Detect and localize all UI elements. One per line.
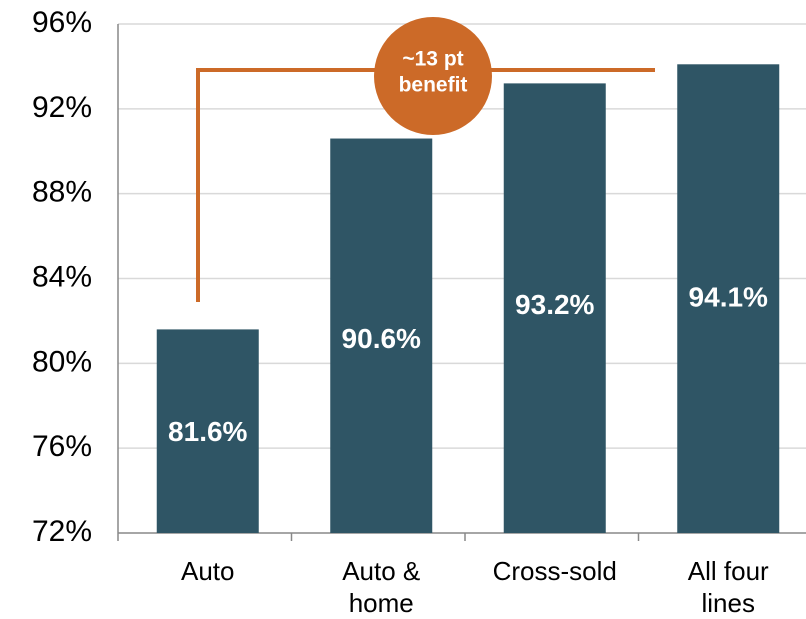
- y-tick-label: 76%: [32, 430, 92, 463]
- y-tick-label: 88%: [32, 176, 92, 209]
- value-label: 90.6%: [342, 323, 421, 354]
- benefit-bracket: [196, 68, 655, 302]
- value-label: 93.2%: [515, 289, 594, 320]
- x-tick-label: Auto: [181, 556, 235, 586]
- benefit-badge: [374, 17, 492, 135]
- value-label: 81.6%: [168, 416, 247, 447]
- y-tick-label: 96%: [32, 6, 92, 39]
- x-tick-label: All four lines: [687, 556, 769, 618]
- annotation: benefit: [399, 74, 468, 97]
- bar: [330, 138, 433, 533]
- x-tick-label: Cross-sold: [492, 556, 617, 586]
- value-label: 94.1%: [689, 282, 768, 313]
- x-tick-label: Auto & home: [342, 556, 421, 618]
- y-tick-label: 80%: [32, 345, 92, 378]
- annotation: ~13 pt: [402, 48, 463, 71]
- bar: [156, 329, 259, 533]
- y-tick-label: 84%: [32, 260, 92, 293]
- y-tick-label: 92%: [32, 91, 92, 124]
- bar: [503, 83, 606, 533]
- y-tick-label: 72%: [32, 515, 92, 548]
- bar: [677, 64, 780, 533]
